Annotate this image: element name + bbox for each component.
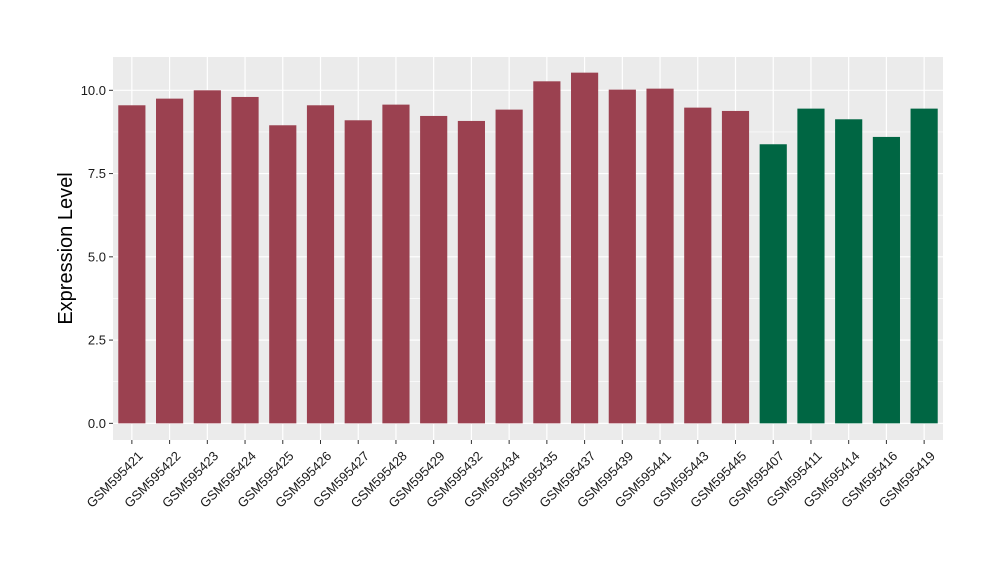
bar-GSM595434 [495, 109, 523, 424]
x-axis: GSM595421GSM595422GSM595423GSM595424GSM5… [84, 440, 938, 511]
y-tick-label: 7.5 [88, 166, 106, 181]
y-tick-label: 2.5 [88, 333, 106, 348]
y-tick-label: 10.0 [81, 83, 106, 98]
bar-GSM595437 [571, 72, 599, 424]
bar-GSM595423 [193, 90, 221, 424]
bar-GSM595411 [797, 108, 825, 424]
bar-GSM595427 [344, 120, 372, 424]
bar-GSM595425 [269, 125, 297, 424]
bar-GSM595426 [306, 105, 335, 424]
bars [118, 72, 938, 424]
bar-GSM595439 [608, 89, 636, 424]
bar-GSM595445 [721, 110, 750, 424]
bar-GSM595421 [118, 105, 146, 424]
y-tick-label: 5.0 [88, 249, 106, 264]
bar-GSM595422 [156, 98, 184, 424]
bar-GSM595429 [420, 115, 448, 424]
bar-GSM595441 [646, 88, 674, 424]
y-tick-label: 0.0 [88, 416, 106, 431]
bar-GSM595443 [684, 107, 712, 424]
bar-GSM595432 [457, 120, 485, 424]
y-axis-title: Expression Level [55, 172, 77, 324]
bar-GSM595414 [835, 119, 863, 424]
bar-GSM595407 [759, 144, 787, 424]
y-axis: 0.0 2.5 5.0 7.5 10.0 [81, 83, 113, 431]
bar-GSM595416 [872, 136, 900, 424]
bar-GSM595419 [910, 108, 938, 424]
bar-GSM595435 [533, 81, 561, 424]
bar-GSM595428 [382, 104, 410, 424]
bar-GSM595424 [231, 96, 259, 424]
